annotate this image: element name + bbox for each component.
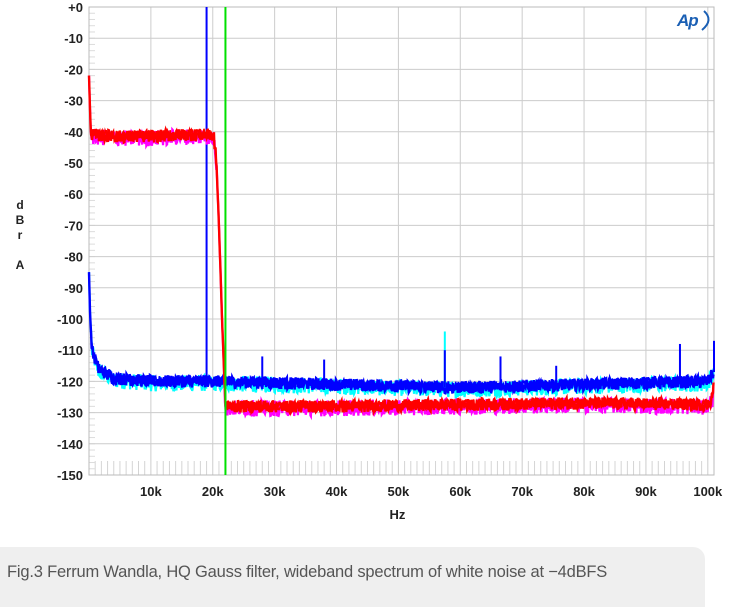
y-axis-label-char: r (17, 228, 23, 242)
y-tick-label: -30 (64, 94, 83, 109)
y-tick-label: +0 (68, 0, 83, 15)
y-axis-label: d B r A (13, 198, 27, 273)
y-tick-label: -90 (64, 281, 83, 296)
x-tick-label: 10k (140, 484, 162, 499)
y-tick-label: -20 (64, 62, 83, 77)
y-tick-label: -50 (64, 156, 83, 171)
y-tick-label: -120 (57, 374, 83, 389)
caption-text: Fig.3 Ferrum Wandla, HQ Gauss filter, wi… (7, 563, 608, 581)
y-tick-label: -150 (57, 468, 83, 483)
x-axis-label: Hz (390, 507, 406, 522)
y-tick-label: -100 (57, 312, 83, 327)
y-tick-label: -130 (57, 406, 83, 421)
y-tick-label: -140 (57, 437, 83, 452)
series-blue-trace (87, 7, 715, 401)
y-tick-label: -110 (58, 343, 83, 358)
x-tick-label: 40k (326, 484, 348, 499)
y-tick-label: -70 (64, 218, 83, 233)
spectrum-chart: +0 -10 -20 -30 -40 -50 -60 -70 -80 -90 -100 -110 -12… (13, 0, 723, 522)
svg-text:Ap: Ap (676, 11, 698, 30)
figure-caption: Fig.3 Ferrum Wandla, HQ Gauss filter, wi… (0, 547, 705, 607)
y-axis-label-gap (13, 243, 27, 258)
x-tick-label: 30k (264, 484, 286, 499)
y-tick-label: -80 (64, 250, 83, 265)
x-axis-ticks: 10k 20k 30k 40k 50k 60k 70k 80k 90k 100k (140, 484, 723, 499)
series-group (87, 7, 715, 421)
y-axis-label-char: A (15, 258, 25, 272)
x-tick-label: 80k (573, 484, 595, 499)
grid (89, 6, 714, 476)
x-tick-label: 70k (511, 484, 533, 499)
series-red-trace (87, 75, 715, 421)
y-tick-label: -60 (64, 187, 83, 202)
y-tick-label: -10 (64, 31, 83, 46)
x-tick-label: 20k (202, 484, 224, 499)
y-tick-label: -40 (64, 125, 83, 140)
y-axis-ticks: +0 -10 -20 -30 -40 -50 -60 -70 -80 -90 -100 -110 -12… (57, 0, 83, 483)
y-axis-label-char: d (16, 198, 24, 212)
plot-frame (88, 6, 715, 476)
x-tick-label: 90k (635, 484, 657, 499)
x-tick-label: 60k (449, 484, 471, 499)
y-axis-label-char: B (15, 213, 25, 227)
x-tick-label: 100k (693, 484, 723, 499)
x-tick-label: 50k (388, 484, 410, 499)
chart-canvas: +0 -10 -20 -30 -40 -50 -60 -70 -80 -90 -100 -110 -12… (57, 0, 723, 522)
ap-logo-icon: Ap (676, 10, 710, 31)
